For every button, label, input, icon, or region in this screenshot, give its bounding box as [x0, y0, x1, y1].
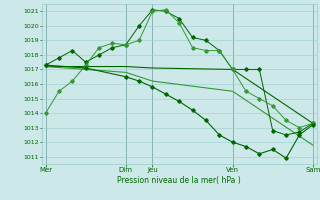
- X-axis label: Pression niveau de la mer( hPa ): Pression niveau de la mer( hPa ): [117, 176, 241, 185]
